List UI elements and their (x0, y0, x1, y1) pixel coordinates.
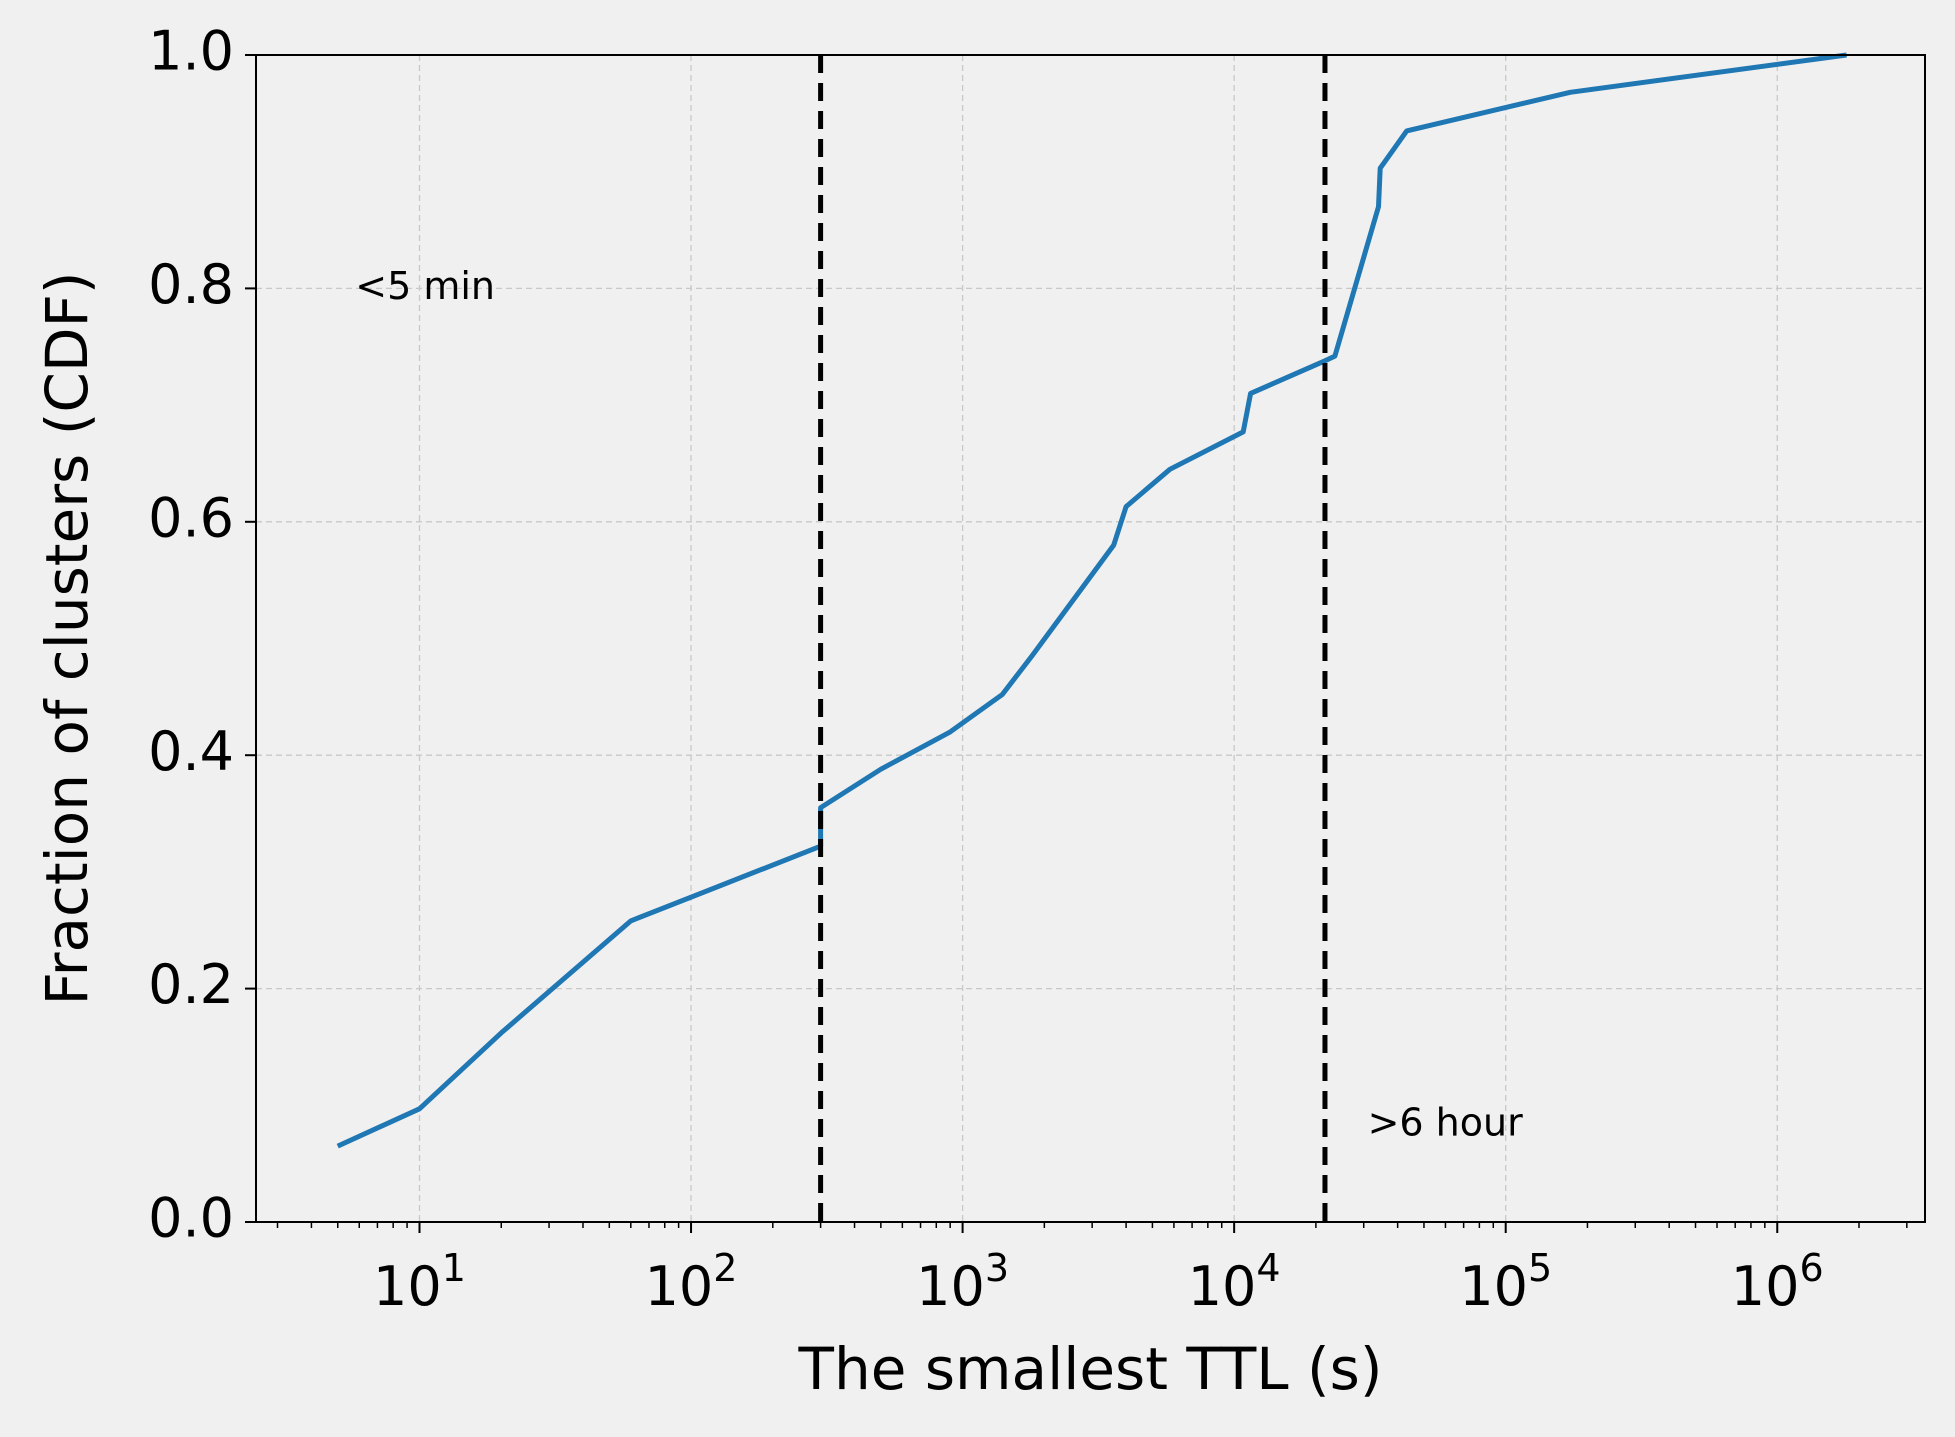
y-tick-label-0: 0.0 (148, 1187, 234, 1250)
x-tick-label-0: 101 (373, 1246, 466, 1318)
x-tick-label-3: 104 (1188, 1246, 1281, 1318)
x-tick-label-4: 105 (1459, 1246, 1552, 1318)
y-tick-label-5: 1.0 (148, 20, 234, 83)
axis-ticks: 101 102 103 104 105 106 0.0 0.2 0.4 0.6 0.8 1.0 (148, 20, 1908, 1318)
x-tick-label-2: 103 (916, 1246, 1009, 1318)
plot-area: <5 min >6 hour (336, 52, 1847, 1222)
axis-labels: The smallest TTL (s) Fraction of cluster… (33, 272, 1382, 1403)
y-tick-label-4: 0.8 (148, 253, 234, 316)
y-axis-label: Fraction of clusters (CDF) (33, 272, 101, 1006)
y-tick-label-3: 0.6 (148, 486, 234, 549)
x-tick-label-5: 106 (1731, 1246, 1824, 1318)
axes-frame (255, 54, 1926, 1223)
y-tick-label-2: 0.4 (148, 720, 234, 783)
x-axis-label: The smallest TTL (s) (798, 1335, 1383, 1403)
plot-background (256, 55, 1925, 1222)
annotation-1: >6 hour (1368, 1101, 1524, 1145)
cdf-series-line-0 (336, 52, 1847, 1149)
grid-lines (256, 54, 1925, 1223)
annotation-0: <5 min (355, 264, 495, 308)
y-tick-label-1: 0.2 (148, 953, 234, 1016)
x-tick-label-1: 102 (645, 1246, 738, 1318)
